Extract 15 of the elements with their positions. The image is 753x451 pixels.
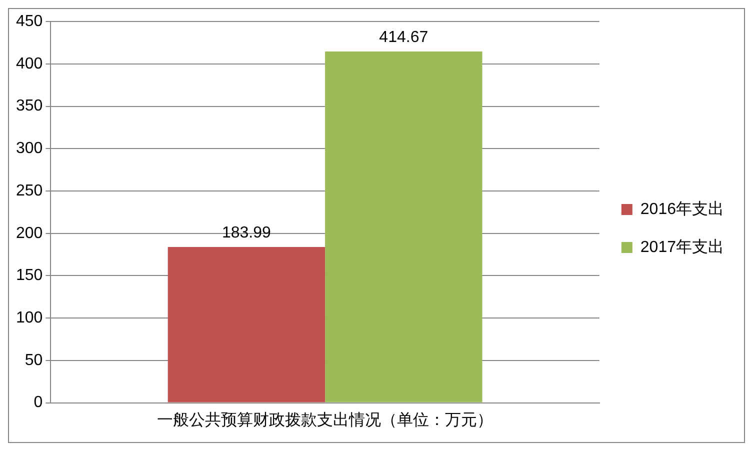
y-tick-label: 100 bbox=[16, 309, 43, 326]
y-tick-label: 150 bbox=[16, 267, 43, 284]
legend-label: 2016年支出 bbox=[640, 200, 724, 218]
y-tick-label: 450 bbox=[16, 13, 43, 30]
data-label: 414.67 bbox=[379, 28, 428, 46]
data-label: 183.99 bbox=[222, 224, 272, 242]
y-tick-label: 300 bbox=[16, 140, 43, 158]
x-tick-label: 一般公共预算财政拨款支出情况（单位：万元） bbox=[157, 410, 494, 429]
y-tick-label: 250 bbox=[16, 182, 43, 200]
legend-label: 2017年支出 bbox=[640, 238, 724, 256]
y-tick-label: 200 bbox=[16, 224, 43, 242]
y-tick-label: 400 bbox=[16, 55, 43, 72]
y-tick-label: 0 bbox=[34, 394, 43, 412]
y-tick-label: 50 bbox=[24, 352, 43, 369]
y-tick-label: 350 bbox=[16, 98, 43, 115]
